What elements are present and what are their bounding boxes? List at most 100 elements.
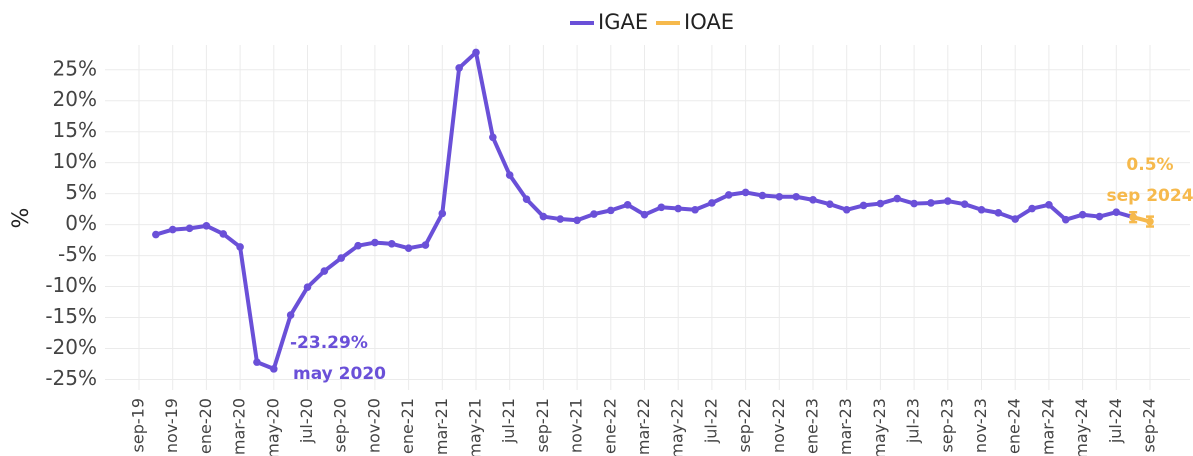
point	[674, 204, 682, 213]
x-tick-label: sep-22	[735, 398, 754, 452]
x-tick-label: jul-23	[904, 398, 923, 444]
point	[421, 241, 430, 249]
y-tick-label: -20%	[45, 335, 97, 359]
x-tick-label: sep-24	[1140, 398, 1159, 452]
point	[724, 191, 733, 199]
point	[640, 210, 649, 219]
point	[1061, 215, 1070, 224]
point	[472, 48, 480, 57]
point	[522, 195, 531, 204]
y-tick-label: -5%	[58, 242, 97, 266]
point	[1129, 213, 1137, 221]
point	[387, 240, 396, 248]
point	[590, 210, 598, 218]
x-tick-label: jul-21	[499, 398, 518, 444]
point	[809, 196, 817, 204]
point	[741, 188, 750, 197]
x-tick-label: mar-22	[634, 398, 653, 455]
x-tick-label: ene-24	[1005, 398, 1024, 454]
x-tick-label: may-22	[668, 398, 687, 456]
point	[556, 215, 565, 223]
point	[253, 358, 261, 366]
point	[438, 209, 447, 218]
point	[826, 200, 834, 208]
x-tick-label: mar-20	[230, 398, 249, 455]
point	[539, 212, 548, 221]
point	[236, 243, 244, 251]
point	[623, 201, 632, 209]
x-tick-label: mar-24	[1038, 398, 1057, 455]
point	[893, 194, 902, 203]
point	[859, 201, 868, 210]
point	[927, 199, 935, 207]
y-tick-label: 5%	[65, 180, 97, 204]
x-tick-label: nov-22	[769, 398, 788, 453]
point	[1146, 217, 1154, 226]
point	[1011, 215, 1019, 223]
point	[219, 230, 228, 238]
x-tick-label: jul-20	[297, 398, 316, 444]
point	[1045, 201, 1053, 209]
y-tick-label: 10%	[53, 149, 97, 173]
x-tick-label: nov-20	[364, 398, 383, 453]
point	[489, 133, 497, 142]
x-tick-label: nov-23	[971, 398, 990, 453]
point	[303, 283, 312, 291]
y-tick-label: 20%	[53, 87, 97, 111]
x-tick-label: nov-21	[567, 398, 586, 453]
point	[792, 192, 800, 201]
x-tick-label: ene-20	[196, 398, 215, 454]
y-tick-label: -15%	[45, 304, 97, 328]
x-tick-label: ene-22	[600, 398, 619, 454]
point	[337, 254, 346, 262]
annotation: 0.5%	[1126, 155, 1173, 175]
point	[708, 199, 716, 207]
x-tick-label: ene-23	[803, 398, 822, 454]
point	[1078, 210, 1087, 219]
point	[371, 238, 379, 247]
x-tick-label: sep-23	[937, 398, 956, 452]
point	[455, 64, 463, 72]
point	[573, 216, 581, 225]
point	[168, 225, 177, 234]
point	[842, 205, 851, 214]
point	[691, 205, 699, 214]
legend-label: IGAE	[598, 10, 648, 34]
x-tick-label: may-24	[1072, 398, 1091, 456]
point	[270, 365, 278, 373]
x-tick-label: sep-19	[129, 398, 148, 452]
point	[775, 192, 784, 201]
x-tick-label: jul-24	[1106, 398, 1125, 444]
y-tick-label: 0%	[65, 211, 97, 235]
point	[876, 199, 885, 208]
point	[320, 267, 329, 275]
point	[354, 241, 362, 250]
point	[977, 205, 986, 214]
point	[657, 203, 666, 212]
point	[607, 206, 615, 215]
point	[1095, 212, 1104, 221]
y-tick-label: -10%	[45, 273, 97, 297]
point	[994, 209, 1003, 217]
x-tick-label: ene-21	[398, 398, 417, 454]
annotation: -23.29%	[290, 333, 368, 353]
x-tick-label: sep-21	[533, 398, 552, 452]
x-tick-label: jul-22	[701, 398, 720, 444]
x-tick-label: may-21	[466, 398, 485, 456]
point	[960, 200, 969, 208]
y-tick-label: 25%	[53, 56, 97, 80]
point	[910, 199, 918, 208]
x-tick-label: mar-21	[432, 398, 451, 455]
point	[286, 311, 295, 319]
annotation-sub: sep 2024	[1106, 186, 1193, 206]
point	[185, 224, 194, 233]
point	[404, 244, 413, 252]
legend-label: IOAE	[684, 10, 734, 34]
point	[152, 230, 160, 239]
point	[1028, 204, 1036, 213]
annotation-sub: may 2020	[293, 364, 386, 384]
x-tick-label: sep-20	[331, 398, 350, 452]
y-axis-label: %	[9, 208, 34, 229]
x-tick-label: nov-19	[162, 398, 181, 453]
